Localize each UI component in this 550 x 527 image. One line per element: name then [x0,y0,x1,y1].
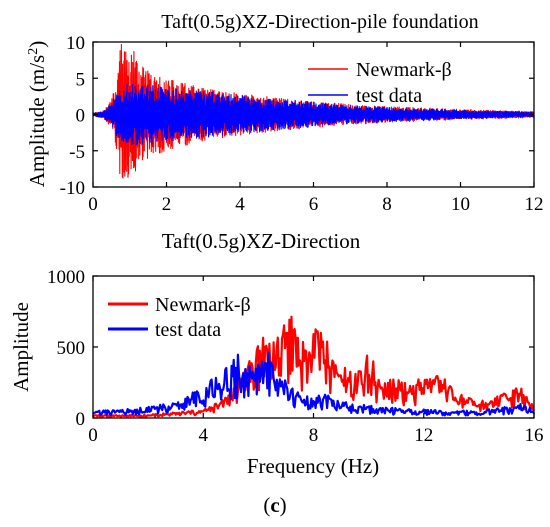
top-y-axis-title-close: ) [25,41,49,48]
y-tick-label: -10 [60,178,85,199]
y-tick-label: 5 [76,69,86,90]
x-tick-label: 6 [309,194,319,215]
y-tick-label: 1000 [47,267,85,288]
y-tick-label: 0 [76,409,86,430]
x-tick-label: 0 [88,194,98,215]
y-tick-label: 10 [66,33,85,54]
panel-label: (c) [263,493,286,517]
top-legend-label-test: test data [356,85,422,107]
bottom-legend-label-test: test data [155,319,221,341]
y-tick-label: -5 [69,142,85,163]
top-chart-title: Taft(0.5g)XZ-Direction-pile foundation [161,11,478,33]
x-tick-label: 12 [414,425,433,446]
top-y-axis-title-text: Amplitude (m/s [25,55,49,187]
x-tick-label: 4 [235,194,245,215]
top-panel: Taft(0.5g)XZ-Direction-pile foundation 0… [25,11,544,253]
bottom-series-group [92,315,535,418]
x-tick-label: 8 [309,425,319,446]
top-legend-label-newmark: Newmark-β [356,59,452,81]
y-tick-label: 0 [76,106,86,127]
top-y-axis-title-exponent: 2 [26,48,41,55]
y-tick-label: 500 [57,338,86,359]
x-tick-label: 12 [525,194,544,215]
bottom-panel: 0 4 8 12 16 0 500 1000 Frequency (Hz) Amplitude… [9,267,544,478]
panel-label-letter: c [270,493,279,517]
series-line-newmark [92,315,535,418]
x-tick-label: 8 [382,194,392,215]
x-tick-label: 10 [451,194,470,215]
series-line-test-data [92,84,535,146]
bottom-ticks-group: 0 4 8 12 16 0 500 1000 [47,267,544,446]
top-y-axis-title: Amplitude (m/s2) [25,41,49,187]
x-tick-label: 16 [525,425,544,446]
top-series-group [92,43,535,179]
x-tick-label: 4 [199,425,209,446]
bottom-legend-label-newmark: Newmark-β [155,294,251,316]
x-tick-label: 2 [162,194,172,215]
series-line-test-data [92,351,535,417]
top-ticks-group: 0 2 4 6 8 10 12 -10 -5 0 5 10 [60,33,544,215]
bottom-legend: Newmark-β test data [108,294,251,341]
bottom-y-axis-title: Amplitude [9,302,33,392]
top-x-axis-title: Taft(0.5g)XZ-Direction [162,229,361,253]
top-legend: Newmark-β test data [308,59,452,107]
x-tick-label: 0 [88,425,98,446]
bottom-x-axis-title: Frequency (Hz) [247,454,379,478]
